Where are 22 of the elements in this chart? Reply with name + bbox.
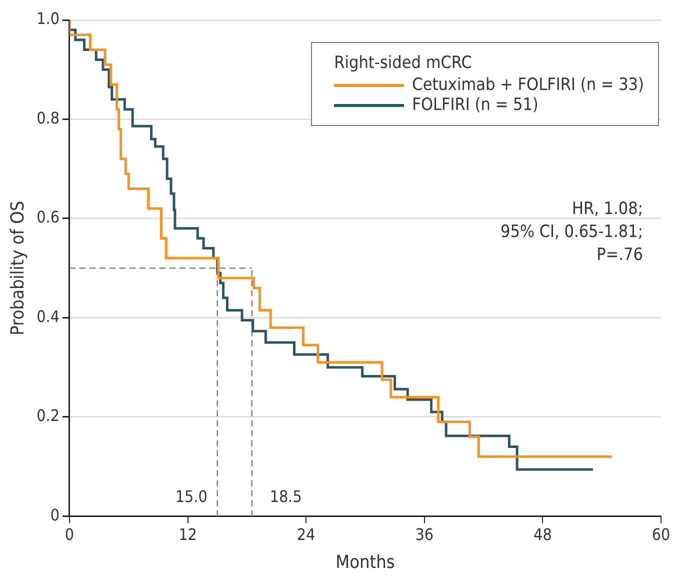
y-tick-label: 0 [50, 505, 60, 524]
annotation: HR, 1.08; [570, 198, 643, 221]
annotation: P=.76 [596, 244, 643, 267]
y-tick-label: 0.4 [36, 306, 60, 326]
y-tick-label: 0.2 [36, 406, 60, 426]
x-tick-label: 60 [652, 524, 670, 544]
x-tick-label: 12 [178, 524, 197, 544]
x-tick-label: 24 [296, 524, 316, 544]
y-tick-label: 0.6 [36, 208, 60, 227]
y-tick-label: 0.8 [36, 108, 60, 128]
x-tick-label: 0 [64, 524, 74, 544]
legend-label: Cetuximab + FOLFIRI (n = 33) [412, 75, 644, 95]
legend-title: Right-sided mCRC [334, 53, 473, 73]
annotation: 95% CI, 0.65-1.81; [500, 221, 643, 244]
y-axis-title: Probability of OS [7, 200, 28, 336]
x-tick-label: 48 [534, 524, 552, 544]
ref-line-label: 15.0 [175, 487, 208, 506]
x-axis-title: Months [336, 552, 395, 573]
legend-label: FOLFIRI (n = 51) [412, 95, 538, 115]
x-tick-label: 36 [415, 524, 434, 544]
y-tick-label: 1.0 [36, 9, 60, 28]
ref-line-label: 18.5 [270, 487, 302, 506]
